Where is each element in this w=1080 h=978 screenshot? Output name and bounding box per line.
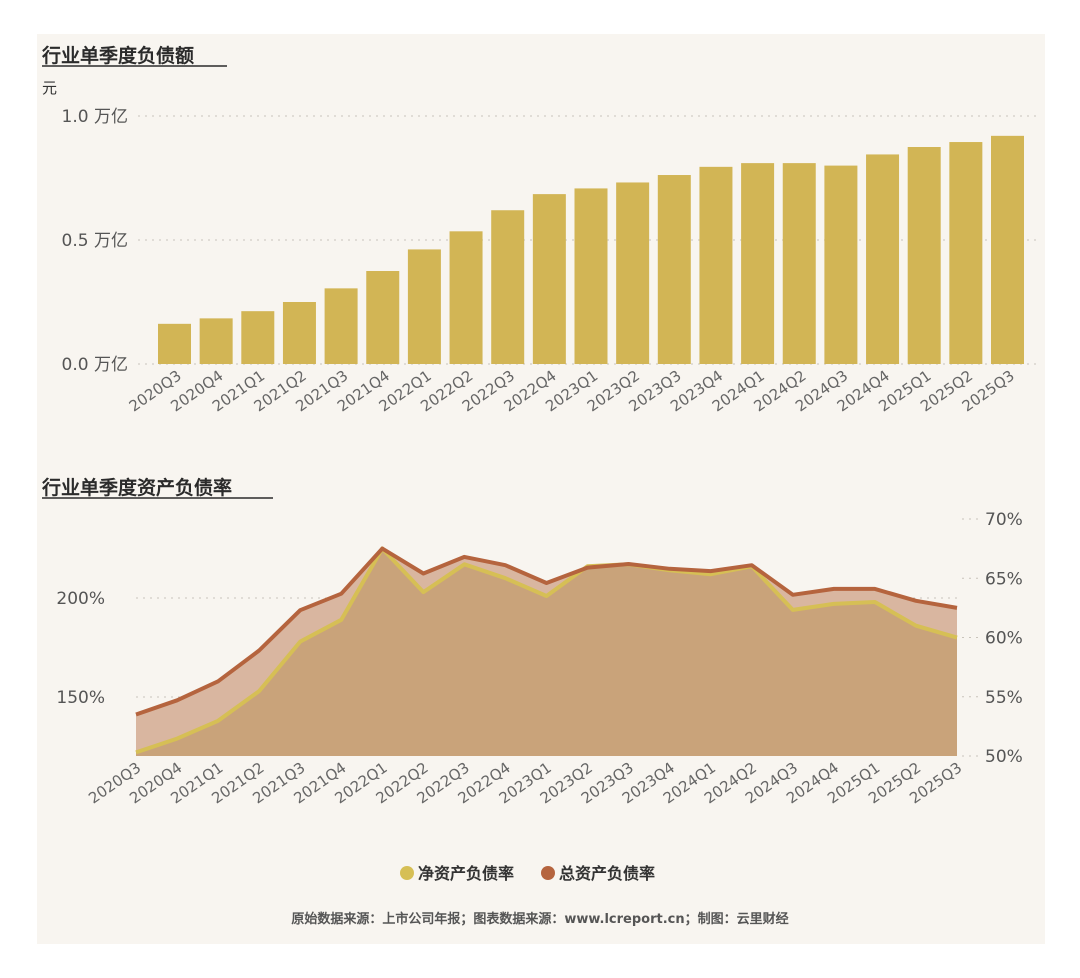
area-left-tick-label: 200%	[56, 589, 105, 609]
bar	[491, 210, 525, 364]
bar	[532, 194, 566, 364]
bar	[824, 165, 858, 364]
bar	[449, 231, 483, 364]
bar	[574, 188, 608, 364]
bar	[741, 163, 775, 364]
bar	[199, 318, 233, 364]
bar	[366, 271, 400, 364]
area-fill-net	[136, 548, 957, 756]
bar	[699, 166, 733, 364]
area-right-tick-label: 65%	[985, 569, 1023, 589]
legend-label-total: 总资产负债率	[559, 864, 655, 883]
bar-chart-title: 行业单季度负债额	[41, 44, 194, 67]
bar	[907, 147, 941, 364]
bar	[282, 302, 316, 364]
legend: 净资产负债率 总资产负债率	[400, 864, 655, 883]
area-right-tick-label: 60%	[985, 629, 1023, 649]
series-line-total	[135, 546, 958, 717]
bar	[616, 182, 650, 364]
bar	[158, 323, 191, 364]
bar-ytick-label: 0.5 万亿	[62, 231, 128, 251]
bar	[657, 175, 691, 364]
bar	[324, 288, 358, 364]
area-right-tick-label: 50%	[985, 747, 1023, 767]
bar	[949, 142, 983, 364]
bar-chart-unit: 元	[42, 79, 57, 97]
bar	[991, 135, 1024, 364]
bar	[241, 311, 275, 364]
area-right-tick-label: 70%	[985, 510, 1023, 530]
series-line-net	[135, 546, 958, 755]
legend-swatch-total	[541, 866, 555, 880]
legend-swatch-net	[400, 866, 414, 880]
bar	[866, 154, 900, 364]
area-chart-title: 行业单季度资产负债率	[41, 476, 232, 499]
source-note: 原始数据来源：上市公司年报；图表数据来源：www.lcreport.cn；制图：…	[291, 911, 788, 927]
bar-ytick-label: 0.0 万亿	[62, 355, 128, 375]
area-left-tick-label: 150%	[56, 688, 105, 708]
bar-ytick-label: 1.0 万亿	[62, 107, 128, 127]
bar	[782, 163, 816, 364]
bar	[407, 249, 441, 364]
legend-label-net: 净资产负债率	[418, 864, 514, 883]
area-right-tick-label: 55%	[985, 688, 1023, 708]
